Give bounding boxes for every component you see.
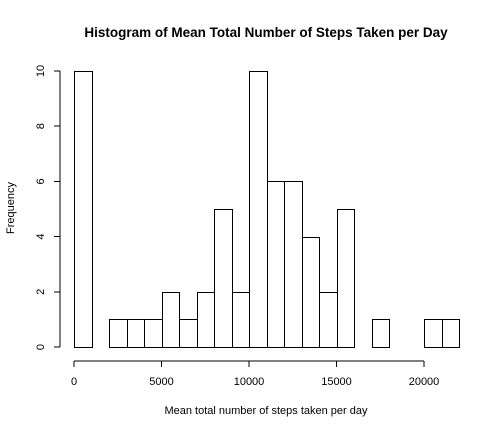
y-tick-label: 2: [35, 289, 47, 295]
histogram-bar: [249, 71, 268, 348]
y-tick-label: 4: [35, 234, 47, 240]
histogram-bar: [127, 319, 145, 348]
histogram-bar: [284, 181, 303, 348]
histogram-bar: [372, 319, 390, 348]
histogram-bar: [267, 181, 285, 348]
x-axis-label: Mean total number of steps taken per day: [164, 405, 368, 417]
x-tick-label: 0: [71, 376, 77, 388]
y-tick-label: 6: [35, 178, 47, 184]
histogram-bar: [424, 319, 443, 348]
y-tick-label: 0: [35, 344, 47, 350]
histogram-bar: [232, 292, 250, 348]
x-tick-label: 15000: [321, 376, 352, 388]
histogram-bar: [442, 319, 460, 348]
histogram-bar: [214, 209, 233, 348]
bars-group: [74, 71, 460, 348]
x-tick-label: 10000: [234, 376, 265, 388]
x-axis: 0 5000 10000 15000 20000: [71, 360, 440, 388]
x-tick-label: 5000: [149, 376, 173, 388]
histogram-bar: [109, 319, 128, 348]
y-tick-label: 10: [35, 65, 47, 77]
histogram-bar: [197, 292, 215, 348]
histogram-bar: [179, 319, 198, 348]
histogram-bar: [319, 292, 338, 348]
y-axis-label: Frequency: [5, 182, 17, 234]
y-tick-label: 8: [35, 123, 47, 129]
histogram-bar: [302, 237, 320, 348]
chart-title: Histogram of Mean Total Number of Steps …: [84, 25, 448, 40]
y-axis: 0 2 4 6 8 10: [35, 65, 61, 350]
histogram-bar: [74, 71, 93, 348]
histogram-bar: [162, 292, 180, 348]
x-tick-label: 20000: [409, 376, 440, 388]
histogram-bar: [337, 209, 355, 348]
histogram-bar: [144, 319, 163, 348]
